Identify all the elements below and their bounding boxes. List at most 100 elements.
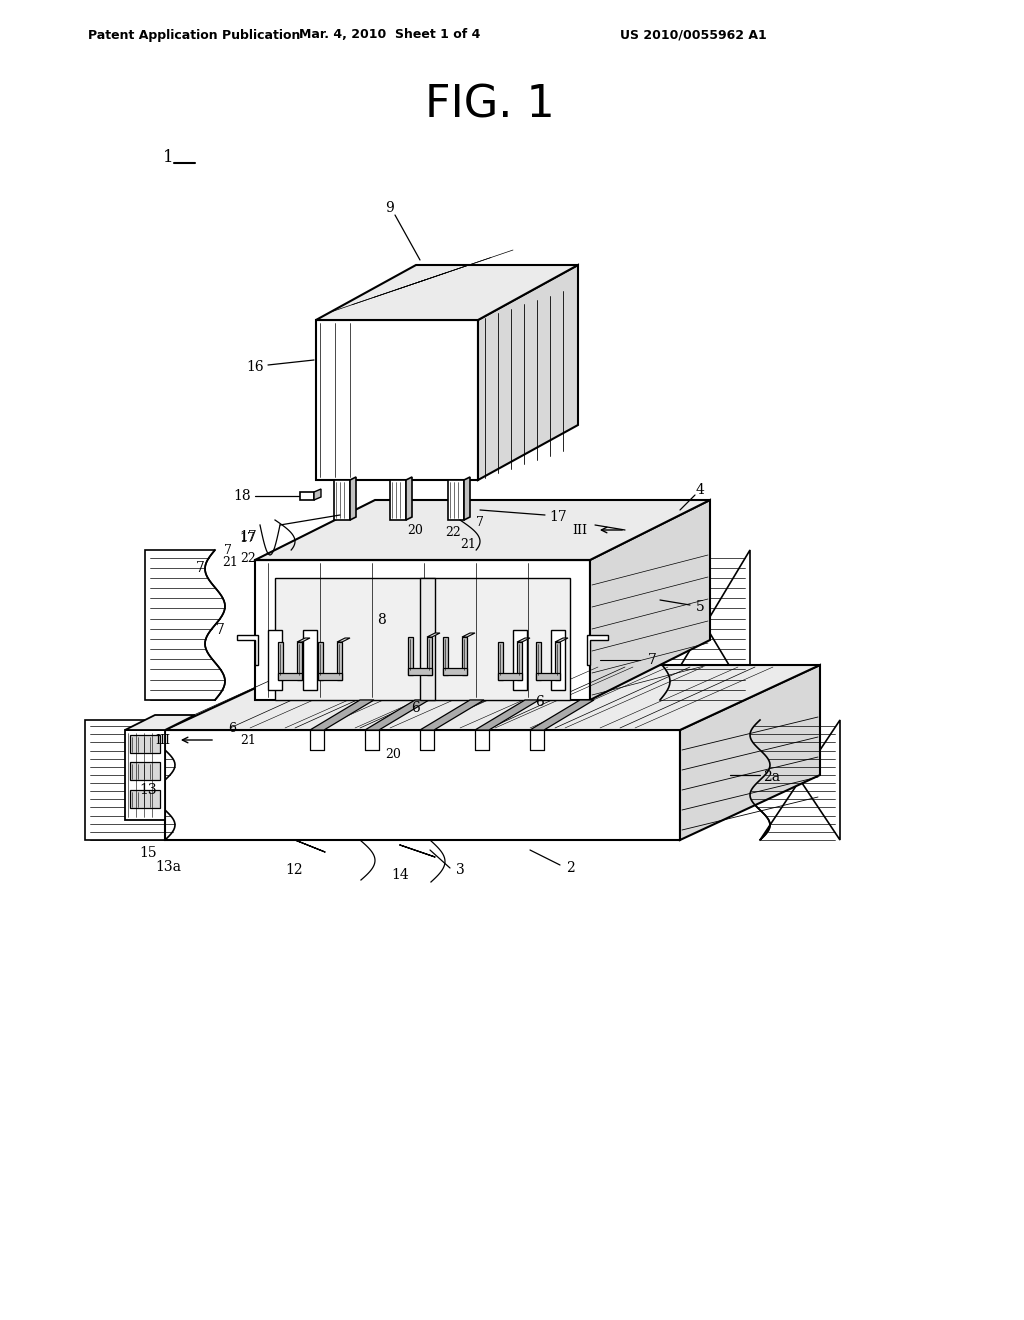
Polygon shape	[513, 630, 527, 690]
Polygon shape	[406, 477, 412, 520]
Text: 5: 5	[695, 601, 705, 614]
Polygon shape	[268, 630, 282, 690]
Polygon shape	[316, 319, 478, 480]
Polygon shape	[365, 700, 429, 730]
Polygon shape	[449, 480, 464, 520]
Polygon shape	[130, 762, 160, 780]
Polygon shape	[498, 642, 503, 680]
Text: 17: 17	[239, 532, 255, 544]
Polygon shape	[125, 715, 195, 730]
Polygon shape	[536, 642, 541, 680]
Polygon shape	[275, 578, 570, 700]
Polygon shape	[334, 480, 350, 520]
Polygon shape	[408, 638, 413, 675]
Polygon shape	[337, 642, 342, 680]
Polygon shape	[237, 635, 258, 665]
Polygon shape	[300, 492, 314, 500]
Polygon shape	[517, 642, 522, 680]
Polygon shape	[587, 635, 608, 665]
Text: 1: 1	[163, 149, 173, 166]
Text: 15: 15	[139, 846, 157, 861]
Polygon shape	[443, 668, 467, 675]
Text: 21: 21	[460, 537, 476, 550]
Text: 21: 21	[222, 557, 238, 569]
Polygon shape	[318, 642, 323, 680]
Polygon shape	[555, 638, 568, 642]
Text: 3: 3	[456, 863, 464, 876]
Polygon shape	[475, 700, 539, 730]
Polygon shape	[85, 719, 175, 840]
Polygon shape	[420, 578, 435, 700]
Polygon shape	[255, 560, 590, 700]
Polygon shape	[650, 550, 750, 700]
Polygon shape	[255, 500, 710, 560]
Polygon shape	[498, 673, 522, 680]
Polygon shape	[165, 730, 680, 840]
Polygon shape	[427, 638, 432, 675]
Text: 13a: 13a	[155, 861, 181, 874]
Polygon shape	[530, 700, 594, 730]
Text: 14: 14	[391, 869, 409, 882]
Polygon shape	[517, 638, 530, 642]
Polygon shape	[590, 500, 710, 700]
Text: 17: 17	[549, 510, 567, 524]
Polygon shape	[750, 719, 840, 840]
Text: 22: 22	[240, 552, 256, 565]
Text: III: III	[156, 734, 171, 747]
Polygon shape	[303, 630, 317, 690]
Text: 7: 7	[216, 623, 224, 638]
Text: 9: 9	[386, 201, 394, 215]
Polygon shape	[555, 642, 560, 680]
Polygon shape	[310, 700, 374, 730]
Polygon shape	[408, 668, 432, 675]
Text: 13: 13	[139, 783, 157, 797]
Text: 6: 6	[411, 701, 420, 715]
Text: 6: 6	[536, 696, 545, 709]
Text: FIG. 1: FIG. 1	[425, 83, 555, 127]
Text: Mar. 4, 2010  Sheet 1 of 4: Mar. 4, 2010 Sheet 1 of 4	[299, 29, 480, 41]
Text: 16: 16	[246, 360, 264, 374]
Text: 7: 7	[647, 653, 656, 667]
Polygon shape	[278, 673, 302, 680]
Text: 6: 6	[228, 722, 236, 734]
Polygon shape	[278, 642, 283, 680]
Polygon shape	[314, 488, 321, 500]
Polygon shape	[130, 789, 160, 808]
Polygon shape	[125, 730, 165, 820]
Polygon shape	[536, 673, 560, 680]
Polygon shape	[145, 550, 225, 700]
Polygon shape	[427, 634, 440, 638]
Text: 20: 20	[385, 748, 401, 762]
Text: 7: 7	[224, 544, 232, 557]
Polygon shape	[478, 265, 578, 480]
Polygon shape	[337, 638, 350, 642]
Polygon shape	[420, 700, 484, 730]
Polygon shape	[350, 477, 356, 520]
Polygon shape	[464, 477, 470, 520]
Text: 21: 21	[240, 734, 256, 747]
Text: 2a: 2a	[764, 770, 780, 784]
Text: 7: 7	[196, 561, 205, 576]
Polygon shape	[165, 665, 820, 730]
Polygon shape	[462, 634, 475, 638]
Text: US 2010/0055962 A1: US 2010/0055962 A1	[620, 29, 767, 41]
Text: 4: 4	[695, 483, 705, 498]
Polygon shape	[462, 638, 467, 675]
Text: 18: 18	[233, 488, 251, 503]
Polygon shape	[318, 673, 342, 680]
Text: 20: 20	[408, 524, 423, 536]
Polygon shape	[680, 665, 820, 840]
Text: 22: 22	[445, 527, 461, 540]
Polygon shape	[130, 735, 160, 752]
Polygon shape	[551, 630, 565, 690]
Polygon shape	[390, 480, 406, 520]
Text: 12: 12	[286, 863, 303, 876]
Polygon shape	[297, 642, 302, 680]
Polygon shape	[443, 638, 449, 675]
Text: 17: 17	[240, 531, 257, 544]
Text: 7: 7	[476, 516, 484, 528]
Text: 2: 2	[565, 861, 574, 875]
Polygon shape	[297, 638, 310, 642]
Text: 8: 8	[378, 612, 386, 627]
Polygon shape	[316, 265, 578, 319]
